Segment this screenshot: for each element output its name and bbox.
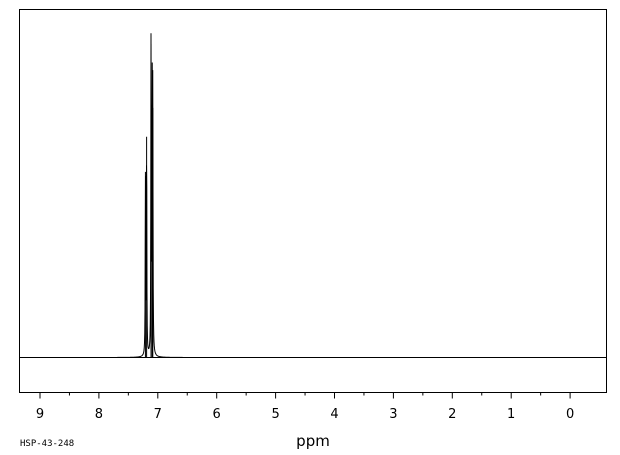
tick-label: 3	[389, 407, 397, 422]
tick-label: 8	[95, 407, 103, 422]
tick-label: 1	[507, 407, 515, 422]
x-axis-tick-labels: 9 8 7 6 5 4 3 2 1 0	[36, 407, 574, 422]
tick-label: 4	[330, 407, 338, 422]
x-axis-title: ppm	[296, 432, 330, 450]
spectrum-trace	[20, 33, 606, 358]
tick-label: 9	[36, 407, 44, 422]
peak-markers	[144, 43, 154, 358]
tick-label: 5	[271, 407, 279, 422]
tick-label: 6	[213, 407, 221, 422]
x-axis-ticks	[39, 392, 571, 399]
tick-label: 7	[154, 407, 162, 422]
sample-id-label: HSP-43-248	[20, 439, 74, 449]
tick-label: 2	[448, 407, 456, 422]
tick-label: 0	[566, 407, 574, 422]
plot-frame	[19, 9, 607, 393]
